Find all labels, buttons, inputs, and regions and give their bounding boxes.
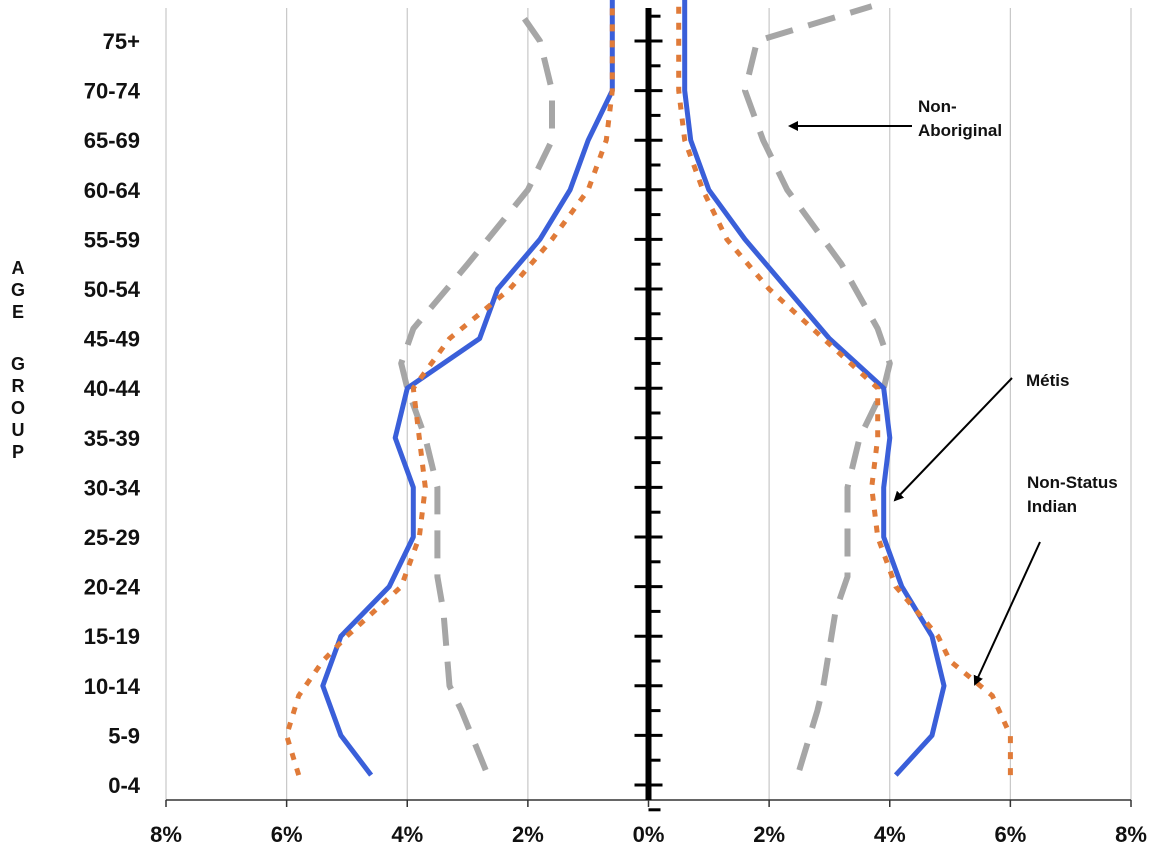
y-tick-label: 0-4 xyxy=(108,773,141,798)
x-tick-label: 4% xyxy=(391,822,423,847)
y-tick-label: 5-9 xyxy=(108,723,140,748)
y-axis-label-letter: O xyxy=(11,398,25,418)
y-tick-label: 55-59 xyxy=(84,227,140,252)
x-tick-label: 8% xyxy=(150,822,182,847)
axes xyxy=(634,8,663,812)
y-tick-label: 70-74 xyxy=(84,79,141,104)
y-tick-label: 60-64 xyxy=(84,178,141,203)
y-tick-label: 65-69 xyxy=(84,128,140,153)
y-tick-label: 30-34 xyxy=(84,475,141,500)
series-m-tisleft xyxy=(320,0,615,777)
y-tick-label: 50-54 xyxy=(84,277,141,302)
annotation-label: Métis xyxy=(1026,371,1069,390)
tick-labels: 0-4 5-9 10-14 15-19 20-24 25-29 30-34 35-39 40-4… xyxy=(84,29,1147,847)
annotation-arrow xyxy=(973,541,1041,686)
annotation-arrow xyxy=(893,377,1013,502)
y-tick-label: 20-24 xyxy=(84,575,141,600)
series-layer xyxy=(284,0,1013,777)
annotation-label: Aboriginal xyxy=(918,121,1002,140)
x-tick-label: 4% xyxy=(874,822,906,847)
x-tick-label: 2% xyxy=(512,822,544,847)
x-tick-label: 2% xyxy=(753,822,785,847)
series-non-aboriginalright xyxy=(742,3,893,771)
y-axis-label-letter: R xyxy=(12,376,25,396)
annotation-label: Non- xyxy=(918,97,957,116)
x-tick-label: 6% xyxy=(994,822,1026,847)
y-tick-label: 10-14 xyxy=(84,674,141,699)
y-tick-label: 25-29 xyxy=(84,525,140,550)
y-axis-label-letter: E xyxy=(12,302,24,322)
y-axis-label-letter: P xyxy=(12,442,24,462)
annotations: Non- Aboriginal Métis Non-Status Indian xyxy=(788,97,1118,686)
annotation-label: Non-Status xyxy=(1027,473,1118,492)
x-tick-label: 0% xyxy=(633,822,665,847)
series-non-aboriginalleft xyxy=(398,4,555,772)
series-non-status-indianleft xyxy=(284,0,615,776)
series-m-tisright xyxy=(682,0,947,777)
y-tick-label: 75+ xyxy=(103,29,140,54)
gridlines xyxy=(165,8,1132,800)
series-non-status-indianright xyxy=(676,0,1013,776)
x-tick-label: 6% xyxy=(271,822,303,847)
y-axis-label-letter: A xyxy=(12,258,25,278)
y-tick-label: 15-19 xyxy=(84,624,140,649)
y-tick-label: 35-39 xyxy=(84,426,140,451)
x-tick-label: 8% xyxy=(1115,822,1147,847)
y-tick-label: 40-44 xyxy=(84,376,141,401)
y-axis-label-letter: U xyxy=(12,420,25,440)
annotation-label: Indian xyxy=(1027,497,1077,516)
y-axis-label-letter: G xyxy=(11,354,25,374)
plot-frame xyxy=(165,799,1132,807)
y-tick-label: 45-49 xyxy=(84,327,140,352)
y-axis-label-letter: G xyxy=(11,280,25,300)
